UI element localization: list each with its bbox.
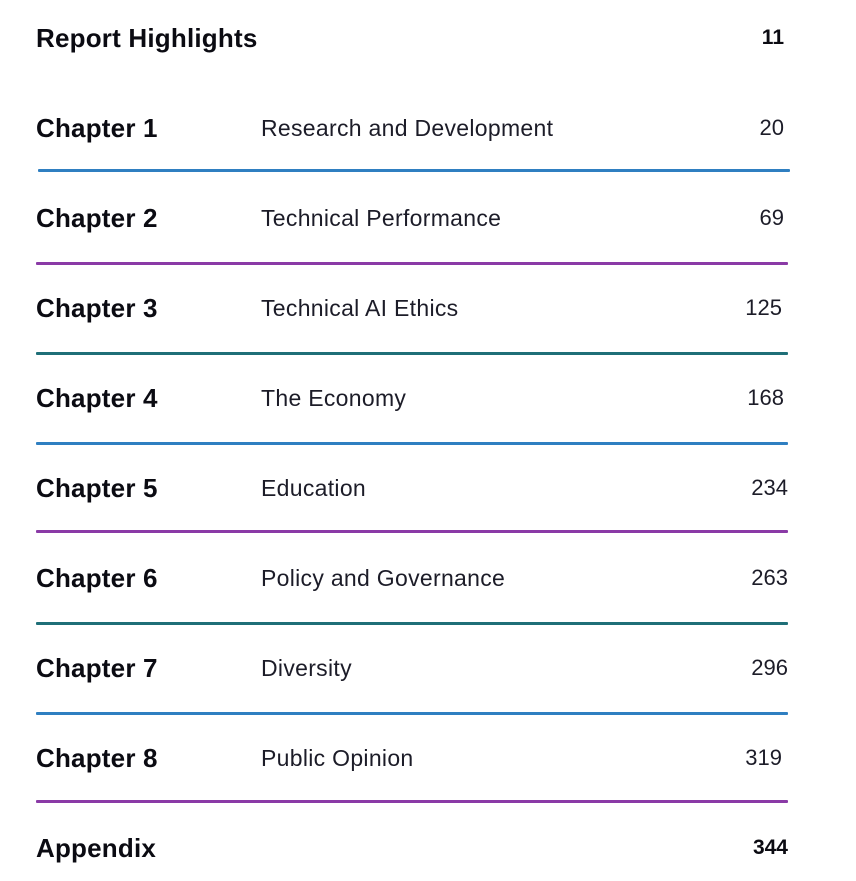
divider-purple: [36, 262, 788, 265]
toc-row-appendix[interactable]: Appendix 344: [0, 828, 856, 868]
divider-teal: [36, 352, 788, 355]
toc-page-chapter-3: 125: [745, 295, 782, 320]
toc-page-chapter-6: 263: [751, 565, 788, 590]
toc-label-report-highlights: Report Highlights: [36, 23, 258, 53]
toc-label-chapter-6: Chapter 6: [36, 563, 158, 593]
toc-title-chapter-4: The Economy: [261, 385, 407, 411]
toc-label-chapter-5: Chapter 5: [36, 473, 158, 503]
divider-purple: [36, 800, 788, 803]
toc-title-chapter-5: Education: [261, 475, 366, 501]
toc-row-chapter-5[interactable]: Chapter 5 Education 234: [0, 468, 856, 508]
divider-purple: [36, 530, 788, 533]
toc-title-chapter-1: Research and Development: [261, 115, 554, 141]
toc-label-chapter-7: Chapter 7: [36, 653, 158, 683]
toc-label-chapter-2: Chapter 2: [36, 203, 158, 233]
toc-title-chapter-6: Policy and Governance: [261, 565, 506, 591]
toc-label-chapter-4: Chapter 4: [36, 383, 158, 413]
toc-page-chapter-4: 168: [747, 385, 784, 410]
toc-row-chapter-1[interactable]: Chapter 1 Research and Development 20: [0, 108, 856, 148]
toc-page-appendix: 344: [752, 836, 788, 859]
toc-label-chapter-1: Chapter 1: [36, 113, 158, 143]
toc-title-chapter-3: Technical AI Ethics: [261, 295, 459, 321]
divider-teal: [36, 622, 788, 625]
divider-blue: [38, 169, 790, 172]
toc-row-chapter-6[interactable]: Chapter 6 Policy and Governance 263: [0, 558, 856, 598]
toc-title-chapter-8: Public Opinion: [261, 745, 414, 771]
toc-row-chapter-8[interactable]: Chapter 8 Public Opinion 319: [0, 738, 856, 778]
toc-title-chapter-7: Diversity: [261, 655, 352, 681]
toc-row-chapter-2[interactable]: Chapter 2 Technical Performance 69: [0, 198, 856, 238]
divider-blue: [36, 712, 788, 715]
toc-row-report-highlights[interactable]: Report Highlights 11: [0, 18, 856, 58]
toc-page-chapter-7: 296: [751, 655, 788, 680]
toc-page-chapter-1: 20: [759, 115, 784, 140]
toc-page-report-highlights: 11: [761, 26, 784, 49]
toc-label-appendix: Appendix: [36, 833, 157, 863]
toc-label-chapter-8: Chapter 8: [36, 743, 158, 773]
toc-row-chapter-3[interactable]: Chapter 3 Technical AI Ethics 125: [0, 288, 856, 328]
toc-page-chapter-2: 69: [759, 205, 784, 230]
toc-title-chapter-2: Technical Performance: [261, 205, 502, 231]
toc-row-chapter-7[interactable]: Chapter 7 Diversity 296: [0, 648, 856, 688]
toc-page-chapter-5: 234: [751, 475, 788, 500]
toc-row-chapter-4[interactable]: Chapter 4 The Economy 168: [0, 378, 856, 418]
toc-label-chapter-3: Chapter 3: [36, 293, 158, 323]
toc-page-chapter-8: 319: [745, 745, 782, 770]
divider-blue: [36, 442, 788, 445]
